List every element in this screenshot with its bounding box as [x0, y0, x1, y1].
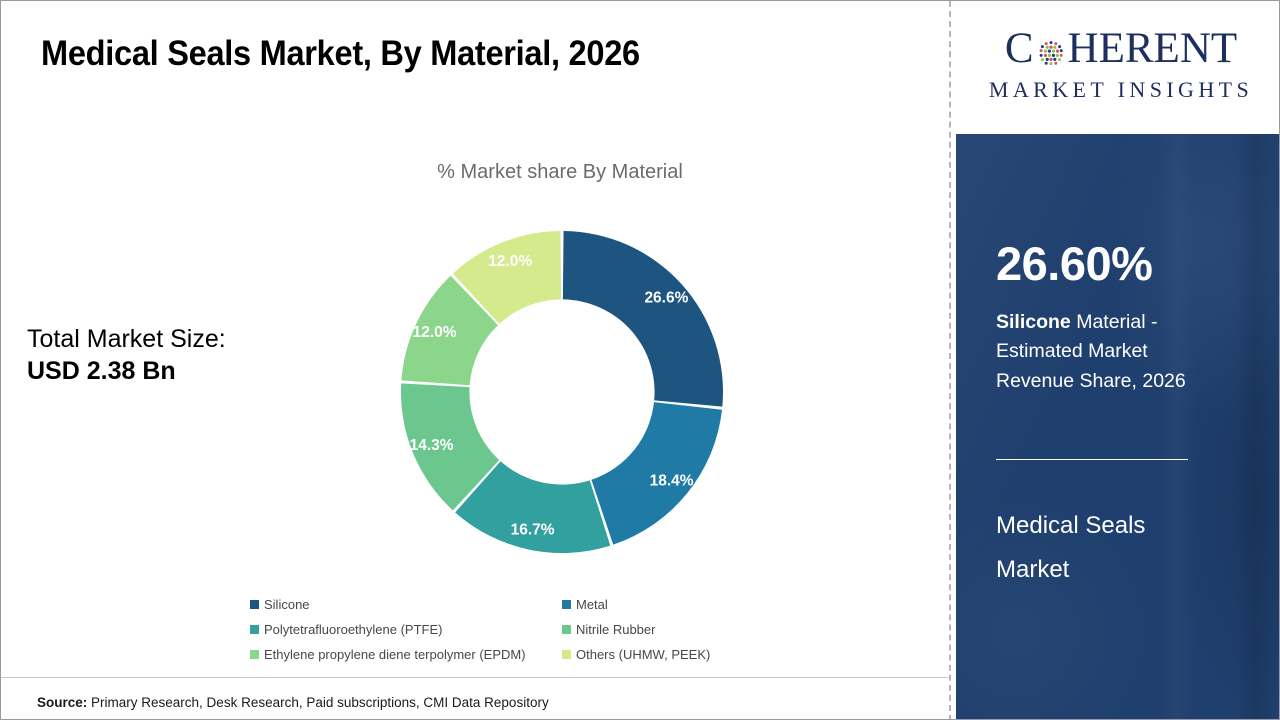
donut-slice-label: 14.3%: [410, 437, 454, 454]
legend-label: Others (UHMW, PEEK): [576, 647, 711, 662]
chart-subtitle-text: % Market share By Material: [437, 161, 683, 183]
stat-description-highlight: Silicone: [996, 311, 1071, 333]
legend-item[interactable]: Metal: [562, 597, 750, 612]
legend-item[interactable]: Ethylene propylene diene terpolymer (EPD…: [250, 647, 562, 662]
sidebar-content: 26.60% Silicone Material - Estimated Mar…: [956, 134, 1279, 719]
donut-slice: [401, 275, 498, 386]
legend-swatch-icon: [562, 600, 571, 609]
donut-chart-svg: 26.6% 18.4% 16.7% 14.3% 12.0% 12.0%: [401, 231, 723, 553]
sidebar-rule: [996, 459, 1188, 460]
donut-slice-label: 12.0%: [488, 253, 532, 270]
chart-legend: Silicone Metal Polytetrafluoroethylene (PT…: [250, 597, 750, 672]
donut-slice: [562, 231, 723, 407]
logo-tagline: MARKET INSIGHTS: [988, 77, 1254, 102]
legend-item[interactable]: Silicone: [250, 597, 562, 612]
page-title: Medical Seals Market, By Material, 2026: [41, 34, 640, 73]
source-divider: [1, 677, 948, 678]
stat-description: Silicone Material - Estimated Market Rev…: [996, 308, 1226, 396]
donut-slice: [452, 231, 562, 324]
legend-item[interactable]: Others (UHMW, PEEK): [562, 647, 750, 662]
legend-label: Ethylene propylene diene terpolymer (EPD…: [264, 647, 526, 662]
legend-row: Ethylene propylene diene terpolymer (EPD…: [250, 647, 750, 662]
legend-label: Nitrile Rubber: [576, 622, 656, 637]
donut-slice-label: 26.6%: [644, 290, 688, 307]
globe-icon: [1035, 35, 1067, 67]
legend-label: Metal: [576, 597, 608, 612]
donut-slice: [591, 402, 723, 545]
donut-label-group: 26.6% 18.4% 16.7% 14.3% 12.0% 12.0%: [410, 253, 694, 539]
legend-item[interactable]: Polytetrafluoroethylene (PTFE): [250, 622, 562, 637]
donut-slice-label: 16.7%: [511, 522, 555, 539]
donut-slice-group: [401, 231, 723, 553]
legend-label: Silicone: [264, 597, 310, 612]
donut-slice: [401, 383, 500, 511]
legend-label: Polytetrafluoroethylene (PTFE): [264, 622, 443, 637]
logo-wordmark-rest: HERENT: [1067, 25, 1238, 72]
legend-swatch-icon: [250, 600, 259, 609]
legend-swatch-icon: [562, 625, 571, 634]
panel-divider: [949, 1, 951, 719]
legend-item[interactable]: Nitrile Rubber: [562, 622, 750, 637]
legend-row: Polytetrafluoroethylene (PTFE) Nitrile Ru…: [250, 622, 750, 637]
legend-swatch-icon: [562, 650, 571, 659]
total-market-size-value: USD 2.38 Bn: [27, 357, 176, 385]
stat-value: 26.60%: [996, 237, 1153, 290]
source-text: Primary Research, Desk Research, Paid su…: [91, 695, 549, 710]
donut-chart: 26.6% 18.4% 16.7% 14.3% 12.0% 12.0%: [401, 227, 723, 557]
sidebar-panel: C: [956, 1, 1279, 719]
chart-subtitle: % Market share By Material: [1, 161, 949, 184]
legend-swatch-icon: [250, 625, 259, 634]
source-label: Source:: [37, 695, 88, 710]
logo-letter-c: C: [1004, 25, 1034, 72]
donut-slice-label: 18.4%: [650, 472, 694, 489]
donut-slice: [455, 461, 611, 553]
report-name: Medical Seals Market: [996, 512, 1146, 584]
total-market-size-block: Total Market Size: USD 2.38 Bn: [27, 323, 226, 387]
legend-swatch-icon: [250, 650, 259, 659]
legend-row: Silicone Metal: [250, 597, 750, 612]
source-line: Source: Primary Research, Desk Research,…: [37, 695, 549, 710]
brand-logo: C: [956, 1, 1279, 134]
total-market-size-label: Total Market Size:: [27, 325, 226, 353]
donut-slice-label: 12.0%: [413, 324, 457, 341]
main-panel: Medical Seals Market, By Material, 2026 …: [1, 1, 949, 719]
sidebar-stat-panel: 26.60% Silicone Material - Estimated Mar…: [956, 134, 1279, 719]
logo-wordmark: C: [966, 27, 1276, 70]
stat-description-rest: Material - Estimated Market Revenue Shar…: [996, 311, 1186, 392]
